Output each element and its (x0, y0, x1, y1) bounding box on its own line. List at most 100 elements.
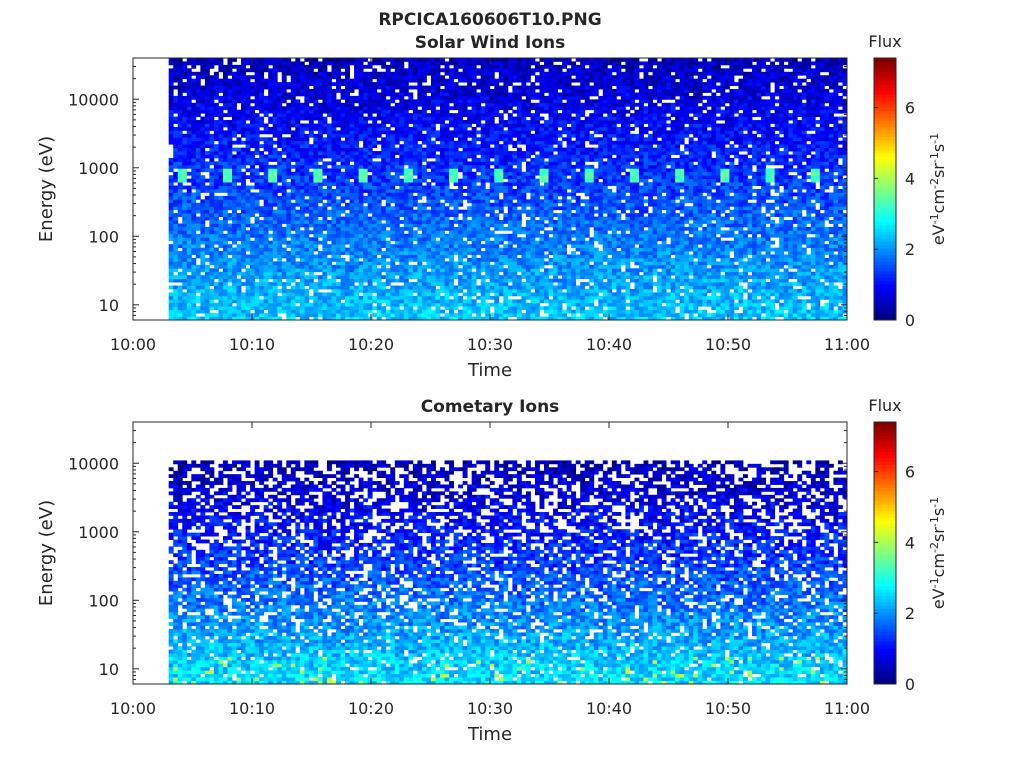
heatmap-cell (494, 288, 500, 293)
heatmap-cell (250, 61, 256, 66)
heatmap-cell (345, 126, 350, 131)
heatmap-cell (394, 299, 400, 304)
heatmap-cell (268, 268, 274, 273)
heatmap-cell (277, 185, 283, 190)
heatmap-cell (471, 113, 477, 118)
heatmap-cell (204, 106, 210, 111)
heatmap-cell (263, 185, 269, 190)
heatmap-cell (403, 133, 409, 138)
heatmap-cell (449, 268, 454, 273)
heatmap-cell (209, 151, 215, 155)
heatmap-cell (462, 95, 468, 100)
heatmap-cell (245, 237, 251, 242)
heatmap-cell (358, 89, 364, 93)
heatmap-cell (222, 120, 228, 124)
heatmap-cell (168, 213, 174, 217)
heatmap-cell (354, 275, 360, 280)
heatmap-cell (462, 164, 468, 169)
heatmap-cell (236, 137, 242, 142)
heatmap-cell (232, 89, 237, 93)
heatmap-cell (209, 123, 215, 128)
heatmap-cell (363, 89, 369, 93)
heatmap-cell (304, 292, 310, 297)
heatmap-cell (173, 237, 179, 242)
heatmap-cell (177, 288, 183, 293)
heatmap-cell (471, 109, 477, 114)
heatmap-cell (363, 257, 369, 262)
heatmap-cell (476, 99, 482, 104)
heatmap-cell (363, 185, 369, 190)
heatmap-cell (390, 195, 396, 200)
heatmap-cell (376, 102, 382, 107)
heatmap-cell (200, 64, 206, 69)
heatmap-cell (182, 154, 188, 159)
heatmap-cell (430, 264, 436, 269)
heatmap-cell (331, 161, 337, 166)
heatmap-cell (417, 151, 423, 155)
heatmap-cell (485, 99, 491, 104)
heatmap-cell (308, 313, 314, 317)
heatmap-cell (326, 154, 332, 159)
heatmap-cell (268, 244, 274, 249)
heatmap-cell (421, 71, 427, 76)
heatmap-cell (354, 199, 360, 204)
heatmap-cell (435, 244, 441, 249)
heatmap-cell (345, 144, 350, 149)
heatmap-cell (489, 257, 495, 262)
heatmap-cell (363, 240, 369, 245)
heatmap-cell (467, 89, 473, 93)
heatmap-cell (336, 254, 341, 259)
heatmap-cell (349, 299, 355, 304)
heatmap-cell (444, 71, 450, 76)
heatmap-cell (385, 223, 391, 228)
heatmap-cell (245, 223, 251, 228)
heatmap-cell (222, 268, 228, 273)
heatmap-cell (236, 285, 242, 290)
heatmap-cell (489, 175, 495, 180)
heatmap-cell (204, 257, 210, 262)
heatmap-cell (268, 151, 274, 155)
heatmap-cell (440, 282, 445, 286)
heatmap-cell (322, 213, 328, 217)
heatmap-cell (245, 282, 251, 286)
heatmap-cell (268, 223, 274, 228)
heatmap-cell (367, 133, 373, 138)
heatmap-cell (263, 247, 269, 252)
heatmap-cell (245, 268, 251, 273)
heatmap-cell (417, 220, 423, 224)
heatmap-cell (354, 58, 360, 62)
heatmap-cell (471, 154, 477, 159)
heatmap-cell (322, 257, 328, 262)
heatmap-cell (331, 257, 337, 262)
heatmap-cell (236, 161, 242, 166)
heatmap-cell (281, 268, 287, 273)
heatmap-cell (182, 89, 188, 93)
heatmap-cell (236, 306, 242, 311)
heatmap-cell (421, 61, 427, 66)
heatmap-cell (349, 102, 355, 107)
heatmap-cell (440, 264, 445, 269)
heatmap-cell (236, 299, 242, 304)
heatmap-cell (177, 299, 183, 304)
heatmap-cell (182, 171, 188, 176)
heatmap-cell (191, 247, 197, 252)
heatmap-cell (435, 116, 441, 121)
heatmap-cell (290, 202, 296, 207)
heatmap-cell (313, 230, 319, 235)
heatmap-cell (453, 151, 459, 155)
heatmap-cell (421, 147, 427, 152)
heatmap-cell (204, 244, 210, 249)
heatmap-cell (489, 99, 495, 104)
heatmap-cell (259, 85, 265, 90)
heatmap-cell (345, 102, 350, 107)
heatmap-cell (372, 102, 378, 107)
heatmap-cell (381, 257, 387, 262)
heatmap-cell (308, 116, 314, 121)
heatmap-cell (426, 99, 432, 104)
heatmap-cell (435, 254, 441, 259)
heatmap-cell (290, 302, 296, 307)
heatmap-cell (376, 202, 382, 207)
heatmap-cell (308, 58, 314, 62)
heatmap-cell (430, 271, 436, 276)
heatmap-cell (462, 247, 468, 252)
